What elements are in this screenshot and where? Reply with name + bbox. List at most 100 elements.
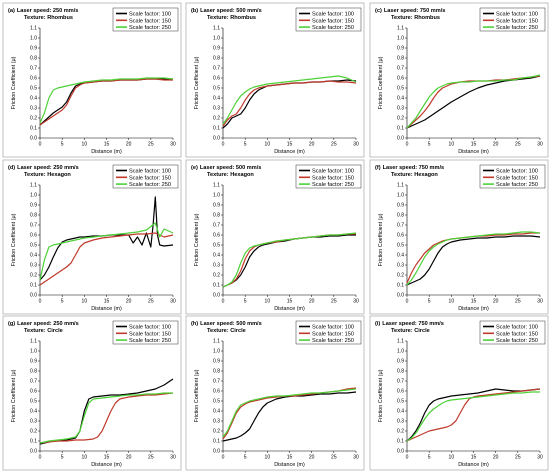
y-axis-title: Friction Coefficient (μ) xyxy=(11,56,17,109)
y-tick-label: 0.1 xyxy=(30,283,37,289)
series-line xyxy=(406,388,541,442)
series-line xyxy=(222,75,357,125)
chart-title: (c) Laser speed: 750 mm/s xyxy=(375,8,445,14)
y-tick-label: 0.7 xyxy=(213,379,220,385)
y-tick-label: 0.6 xyxy=(397,233,404,239)
legend-label: Scale factor: 150 xyxy=(496,18,538,24)
series-line xyxy=(222,80,357,127)
legend-label: Scale factor: 250 xyxy=(312,25,354,31)
y-tick-label: 0.8 xyxy=(30,369,37,375)
y-tick-label: 0.6 xyxy=(30,76,37,82)
series-line xyxy=(222,234,356,288)
y-tick-label: 0.3 xyxy=(213,419,220,425)
series-line xyxy=(39,392,173,444)
y-tick-label: 0.5 xyxy=(213,86,220,92)
legend-label: Scale factor: 100 xyxy=(496,325,538,331)
chart-subtitle: Texture: Circle xyxy=(391,328,430,334)
y-tick-label: 0.0 xyxy=(30,136,37,142)
x-tick-label: 5 xyxy=(244,455,247,461)
y-tick-label: 1.0 xyxy=(213,36,220,42)
chart-title: (d) Laser speed: 250 mm/s xyxy=(8,165,79,171)
y-tick-label: 0.3 xyxy=(30,106,37,112)
y-tick-label: 0.2 xyxy=(213,273,220,279)
x-axis-title: Distance (m) xyxy=(274,462,305,468)
series-line xyxy=(406,391,540,442)
x-tick-label: 15 xyxy=(287,299,293,305)
legend-label: Scale factor: 250 xyxy=(129,338,171,344)
y-tick-label: 0.9 xyxy=(213,46,220,52)
y-tick-label: 0.4 xyxy=(397,409,404,415)
legend-label: Scale factor: 150 xyxy=(129,331,171,337)
y-tick-label: 0.0 xyxy=(397,136,404,142)
y-tick-label: 0.1 xyxy=(213,126,220,132)
x-tick-label: 15 xyxy=(471,142,477,148)
legend-label: Scale factor: 150 xyxy=(496,175,538,181)
y-tick-label: 1.0 xyxy=(397,349,404,355)
series-line xyxy=(39,392,174,444)
x-tick-label: 25 xyxy=(331,299,337,305)
y-tick-label: 0.9 xyxy=(30,359,37,365)
y-tick-label: 0.4 xyxy=(397,253,404,259)
y-tick-label: 0.6 xyxy=(397,389,404,395)
y-tick-label: 0.7 xyxy=(213,66,220,72)
y-tick-label: 0.4 xyxy=(397,96,404,102)
y-axis-title: Friction Coefficient (μ) xyxy=(378,56,384,109)
y-tick-label: 0.6 xyxy=(30,389,37,395)
series-line xyxy=(406,235,541,286)
y-tick-label: 0.0 xyxy=(30,293,37,299)
x-tick-label: 20 xyxy=(493,142,499,148)
y-tick-label: 0.6 xyxy=(213,233,220,239)
x-tick-label: 0 xyxy=(222,142,225,148)
y-tick-label: 0.5 xyxy=(397,86,404,92)
y-tick-label: 1.0 xyxy=(30,349,37,355)
y-tick-label: 0.0 xyxy=(30,449,37,455)
y-axis-title: Friction Coefficient (μ) xyxy=(378,369,384,422)
y-tick-label: 0.7 xyxy=(397,66,404,72)
y-tick-label: 0.8 xyxy=(213,56,220,62)
legend-box xyxy=(112,7,179,32)
y-tick-label: 0.7 xyxy=(30,379,37,385)
x-tick-label: 20 xyxy=(493,455,499,461)
y-tick-label: 1.1 xyxy=(30,26,37,32)
x-tick-label: 5 xyxy=(61,455,64,461)
legend-box xyxy=(112,164,179,189)
legend-label: Scale factor: 150 xyxy=(129,18,171,24)
y-tick-label: 0.3 xyxy=(397,106,404,112)
legend-label: Scale factor: 100 xyxy=(129,169,171,175)
panel-letter: (c) xyxy=(375,8,382,14)
x-tick-label: 30 xyxy=(170,455,176,461)
y-tick-label: 0.3 xyxy=(213,106,220,112)
y-axis-title: Friction Coefficient (μ) xyxy=(194,56,200,109)
y-tick-label: 0.2 xyxy=(213,116,220,122)
x-tick-label: 30 xyxy=(537,142,543,148)
y-tick-label: 0.8 xyxy=(397,56,404,62)
y-axis-title: Friction Coefficient (μ) xyxy=(194,369,200,422)
chart-subtitle: Texture: Rhombus xyxy=(391,15,440,21)
y-tick-label: 1.0 xyxy=(397,193,404,199)
legend-label: Scale factor: 250 xyxy=(496,25,538,31)
x-tick-label: 25 xyxy=(515,142,521,148)
panel-title: Laser speed: 750 mm/s xyxy=(383,165,445,171)
chart-title: (e) Laser speed: 500 mm/s xyxy=(191,165,261,171)
x-tick-label: 15 xyxy=(104,455,110,461)
y-tick-label: 0.2 xyxy=(397,429,404,435)
x-tick-label: 15 xyxy=(287,455,293,461)
x-tick-label: 10 xyxy=(265,455,271,461)
x-tick-label: 5 xyxy=(428,455,431,461)
legend-box xyxy=(112,320,179,345)
y-tick-label: 0.8 xyxy=(213,213,220,219)
panel-letter: (f) xyxy=(375,165,381,171)
y-tick-label: 0.5 xyxy=(30,399,37,405)
x-tick-label: 0 xyxy=(39,299,42,305)
legend-label: Scale factor: 100 xyxy=(129,325,171,331)
y-tick-label: 0.7 xyxy=(397,379,404,385)
panel-letter: (i) xyxy=(375,321,380,327)
x-tick-label: 25 xyxy=(148,455,154,461)
y-tick-label: 0.5 xyxy=(213,243,220,249)
legend-box xyxy=(295,7,362,32)
y-axis-title: Friction Coefficient (μ) xyxy=(11,213,17,266)
